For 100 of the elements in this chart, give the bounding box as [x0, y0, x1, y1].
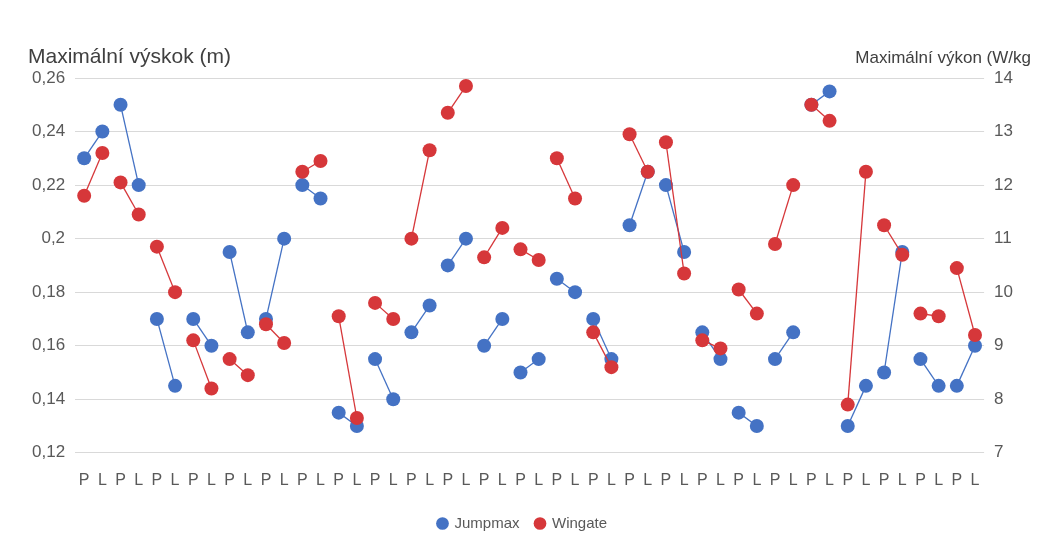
x-tick-label: L [206, 470, 216, 488]
x-tick-label: L [461, 470, 471, 488]
x-tick-label: L [606, 470, 616, 488]
point [422, 298, 437, 313]
x-tick-label: P [115, 470, 126, 488]
y-tick-label: 0,2 [41, 228, 66, 248]
point [622, 127, 637, 142]
point [386, 392, 401, 407]
point [186, 333, 201, 348]
x-tick-label: P [187, 470, 199, 488]
point [495, 220, 510, 235]
y-tick-label: 0,22 [31, 174, 66, 194]
point [440, 258, 455, 273]
x-tick-label: L [170, 470, 180, 488]
x-tick-label: P [915, 470, 926, 488]
x-tick-label: L [861, 470, 871, 488]
x-tick-label: P [624, 470, 635, 488]
point [168, 285, 183, 300]
x-tick-label: P [696, 470, 708, 488]
x-tick-label: L [316, 470, 326, 488]
point [877, 218, 892, 233]
point [968, 328, 982, 343]
point [549, 151, 564, 166]
point [258, 317, 273, 332]
x-tick-label: L [352, 470, 362, 488]
point [168, 378, 183, 393]
point [840, 397, 855, 412]
point [404, 231, 419, 246]
x-tick-label: P [842, 470, 854, 488]
y2-tick-label: 10 [994, 281, 1014, 301]
point [349, 411, 364, 425]
x-tick-label: P [78, 470, 90, 488]
x-tick-label: P [733, 470, 744, 488]
point [658, 178, 673, 193]
point [913, 352, 928, 367]
y2-tick-label: 9 [994, 335, 1004, 355]
point [440, 105, 455, 120]
point [822, 84, 837, 99]
x-tick-label: P [587, 470, 599, 488]
point [568, 285, 583, 300]
point [622, 218, 637, 233]
point [531, 352, 546, 367]
point [513, 242, 528, 257]
point [568, 191, 583, 206]
point [786, 325, 801, 340]
point [731, 405, 746, 420]
y-tick-label: 0,24 [31, 121, 66, 141]
point [513, 365, 528, 380]
point [95, 145, 110, 160]
point [113, 175, 128, 190]
y-tick-label: 0,14 [31, 388, 66, 408]
x-tick-label: P [878, 470, 890, 488]
point [204, 338, 219, 353]
x-tick-label: P [442, 470, 454, 488]
point [331, 309, 346, 324]
point [677, 266, 692, 281]
x-tick-label: L [934, 470, 944, 488]
x-tick-label: P [769, 470, 781, 488]
point [822, 113, 837, 128]
y-axis-title: Maximální výskok (m) [28, 44, 232, 68]
point [858, 164, 873, 179]
point [458, 79, 473, 94]
point [277, 336, 292, 351]
point [77, 188, 92, 203]
y-tick-label: 0,18 [31, 281, 66, 301]
point [295, 164, 310, 179]
point [949, 378, 964, 393]
x-tick-label: P [151, 470, 163, 488]
point [931, 309, 946, 324]
x-tick-label: L [279, 470, 289, 488]
point [586, 311, 601, 326]
y2-axis-title: Maximální výkon (W/kg [855, 48, 1031, 68]
point [113, 97, 128, 112]
point [531, 253, 546, 268]
point [713, 341, 728, 356]
x-tick-label: L [497, 470, 507, 488]
y-tick-label: 0,26 [31, 67, 66, 87]
legend-label: Wingate [552, 513, 608, 531]
point [404, 325, 419, 340]
point [586, 325, 601, 340]
point [768, 236, 783, 251]
point [131, 178, 146, 193]
point [731, 282, 746, 297]
y-tick-label: 0,16 [31, 335, 66, 355]
x-tick-label: P [224, 470, 235, 488]
y2-tick-label: 13 [994, 121, 1014, 141]
y-tick-label: 0,12 [31, 442, 66, 462]
x-tick-label: L [243, 470, 253, 488]
x-tick-label: P [660, 470, 672, 488]
x-tick-label: L [825, 470, 835, 488]
point [313, 191, 328, 206]
point [149, 311, 164, 326]
y2-tick-label: 8 [994, 388, 1004, 408]
x-tick-label: L [97, 470, 107, 488]
point [749, 419, 764, 434]
point [931, 378, 946, 393]
point [840, 419, 855, 434]
x-tick-label: L [716, 470, 726, 488]
x-tick-label: P [260, 470, 272, 488]
point [749, 306, 764, 321]
